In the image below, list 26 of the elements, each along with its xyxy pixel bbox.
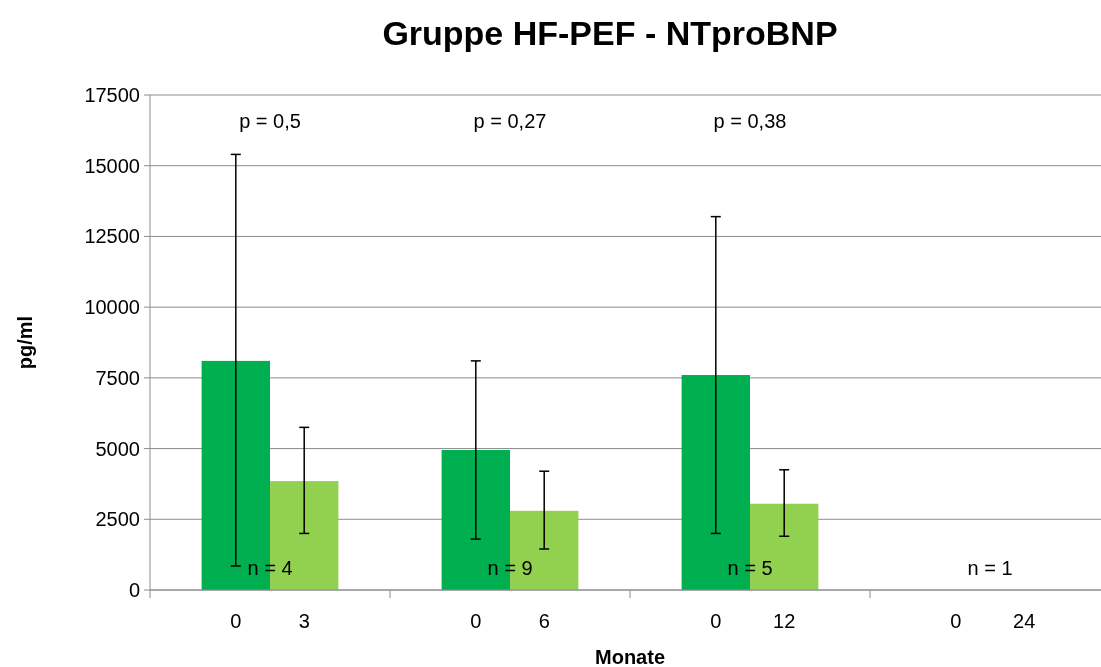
annotation: n = 5 [727,557,773,579]
x-tick-label: 0 [230,610,242,632]
x-axis-title: Monate [595,646,665,667]
annotation: p = 0,27 [473,110,547,132]
y-tick-label: 15000 [84,154,140,177]
x-tick-label: 0 [950,610,962,632]
y-tick-label: 10000 [84,296,140,319]
x-tick-label: 0 [470,610,482,632]
annotation: p = 0,38 [713,110,787,132]
chart-title: Gruppe HF-PEF - NTproBNP [382,14,838,52]
y-tick-label: 2500 [95,508,140,531]
y-axis-title: pg/ml [14,315,36,370]
y-tick-label: 17500 [84,84,140,106]
y-tick-label: 7500 [95,366,140,389]
y-tick-label: 5000 [95,437,140,460]
x-tick-label: 0 [710,610,722,632]
x-tick-label: 6 [538,610,550,632]
annotation: p = 0,5 [239,110,301,132]
x-tick-label: 12 [773,610,796,632]
annotation: n = 4 [247,557,293,579]
annotation: n = 1 [967,557,1013,579]
x-tick-label: 24 [1013,610,1036,632]
x-tick-label: 3 [298,610,310,632]
annotation: n = 9 [487,557,533,579]
y-tick-label: 12500 [84,225,140,248]
y-tick-label: 0 [128,579,140,601]
